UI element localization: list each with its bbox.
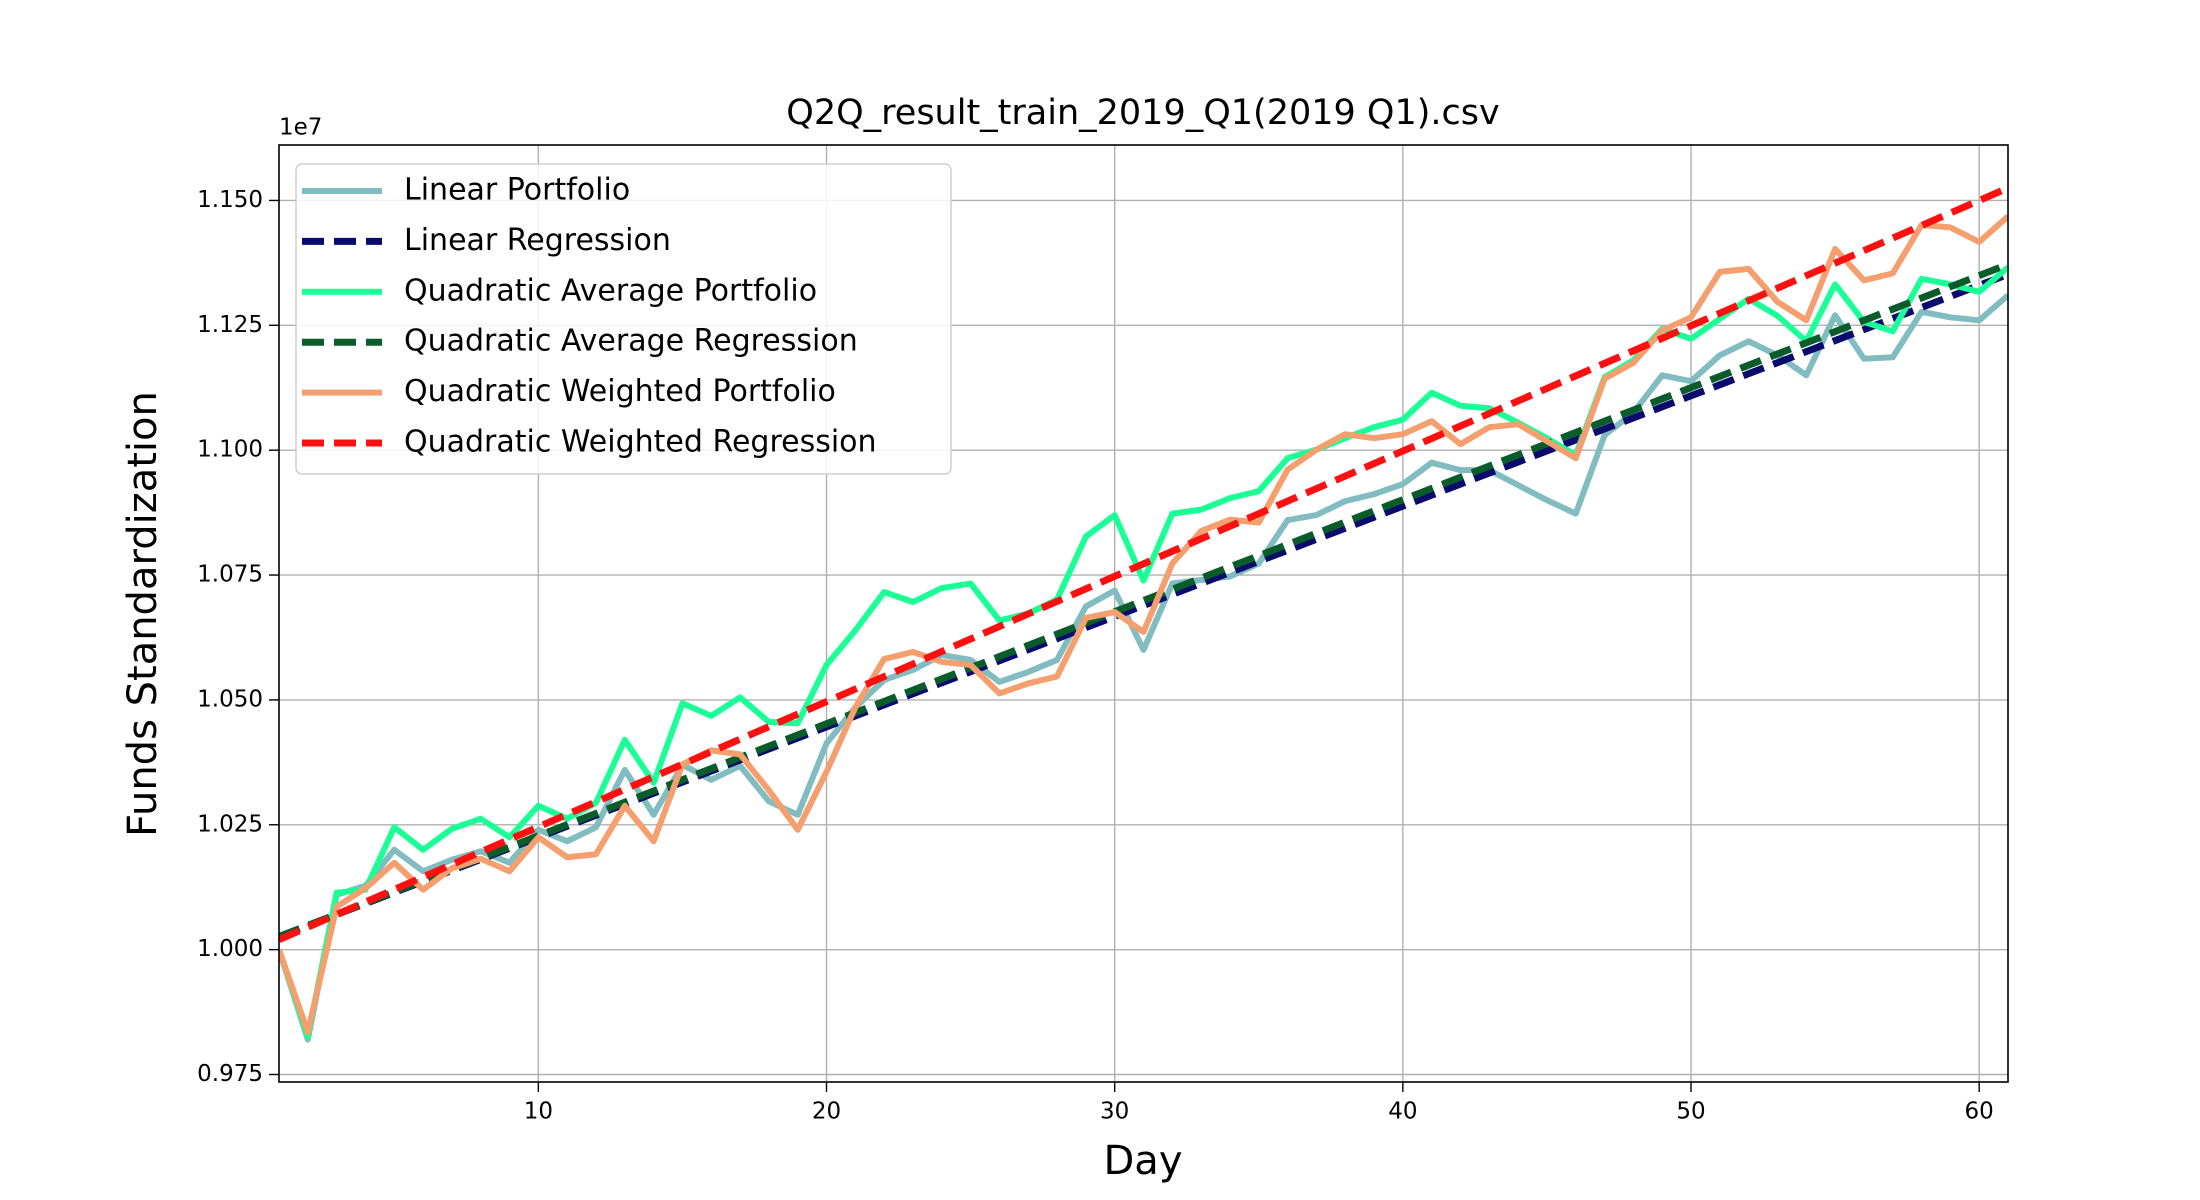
x-tick-label: 10 [524, 1099, 553, 1125]
legend-label: Linear Regression [404, 223, 671, 258]
legend-label: Quadratic Average Regression [404, 324, 858, 359]
y-offset-label: 1e7 [279, 115, 322, 141]
y-tick-label: 0.975 [197, 1061, 263, 1087]
plot-frame [278, 144, 2009, 1083]
x-tick-label: 30 [1100, 1099, 1129, 1125]
y-tick-label: 1.100 [197, 437, 263, 463]
series-line [279, 261, 2008, 940]
series-line [279, 184, 2008, 943]
series-line [279, 214, 2008, 1036]
y-axis-label: Funds Standardization [120, 391, 166, 837]
y-tick-label: 1.000 [197, 936, 263, 962]
y-tick-label: 1.075 [197, 562, 263, 588]
x-tick-label: 20 [812, 1099, 841, 1125]
x-tick-label: 50 [1676, 1099, 1705, 1125]
legend-label: Quadratic Weighted Regression [404, 425, 877, 460]
series-line [279, 265, 2008, 1040]
y-tick-label: 1.025 [197, 811, 263, 837]
series-line [279, 293, 2008, 1043]
y-tick-label: 1.125 [197, 312, 263, 338]
x-tick-label: 60 [1965, 1099, 1994, 1125]
y-tick-label: 1.050 [197, 686, 263, 712]
legend-label: Quadratic Average Portfolio [404, 273, 817, 308]
legend-label: Quadratic Weighted Portfolio [404, 374, 836, 409]
chart-title: Q2Q_result_train_2019_Q1(2019 Q1).csv [786, 93, 1499, 133]
legend-label: Linear Portfolio [404, 173, 630, 208]
x-tick-label: 40 [1388, 1099, 1417, 1125]
x-axis-label: Day [1104, 1138, 1183, 1184]
y-tick-label: 1.150 [197, 187, 263, 213]
legend-box [295, 163, 952, 475]
